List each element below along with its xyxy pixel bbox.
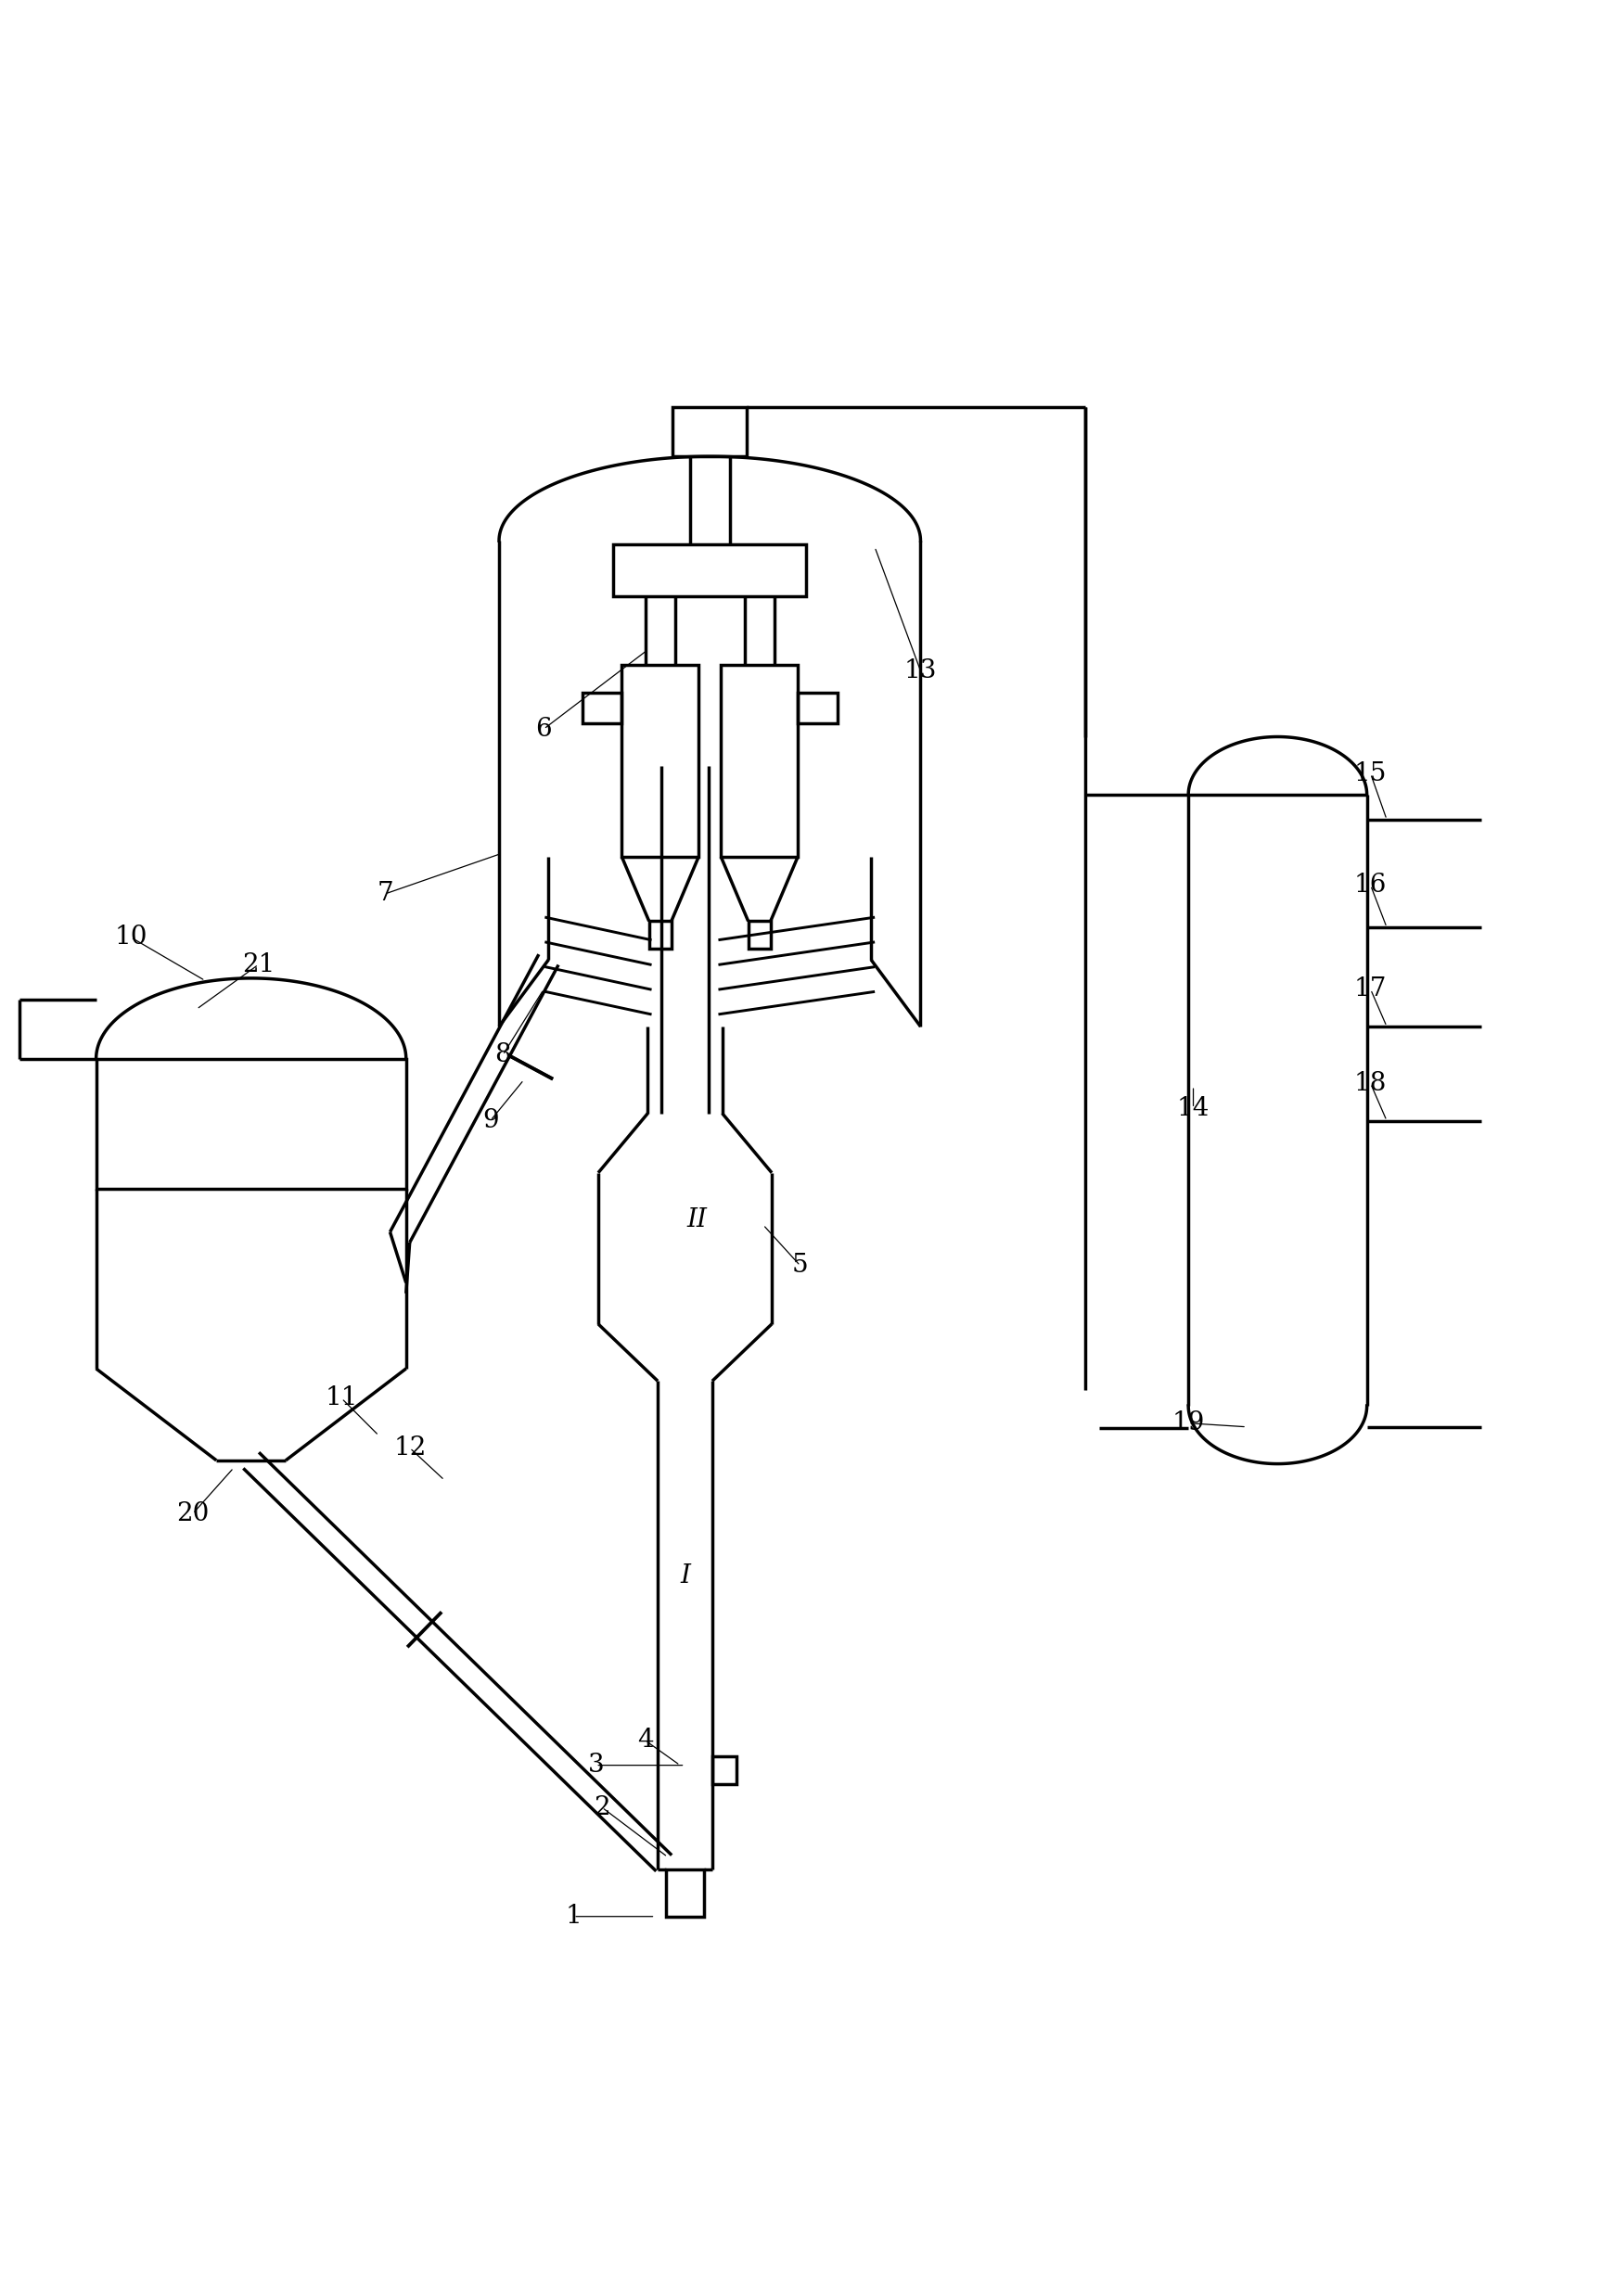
Text: 6: 6 (536, 716, 552, 742)
Text: 11: 11 (326, 1387, 358, 1410)
Text: 7: 7 (377, 882, 394, 907)
Text: 20: 20 (176, 1502, 210, 1527)
Text: II: II (687, 1208, 708, 1233)
Bar (97, 1058, 406, 1189)
Text: 9: 9 (482, 1109, 498, 1134)
Text: 19: 19 (1173, 1410, 1205, 1435)
Text: 14: 14 (1177, 1095, 1210, 1120)
Bar (748, 921, 771, 948)
Text: 18: 18 (1355, 1070, 1387, 1095)
Bar (673, 406, 747, 457)
Text: 4: 4 (637, 1729, 653, 1752)
Text: 16: 16 (1355, 872, 1387, 898)
Bar (798, 693, 837, 723)
Text: 15: 15 (1355, 762, 1387, 785)
Text: 8: 8 (495, 1042, 511, 1068)
Text: 1: 1 (565, 1903, 582, 1929)
Bar (648, 921, 671, 948)
Text: 2: 2 (594, 1795, 610, 1821)
Text: 17: 17 (1355, 976, 1387, 1001)
Text: 10: 10 (115, 925, 147, 951)
Text: I: I (681, 1564, 690, 1589)
Text: 12: 12 (394, 1435, 426, 1460)
Bar (621, 664, 698, 856)
Text: 13: 13 (905, 659, 937, 684)
Text: 3: 3 (587, 1752, 603, 1777)
Bar (613, 544, 806, 597)
Text: 21: 21 (242, 953, 274, 978)
Bar (721, 664, 798, 856)
Bar (666, 1869, 703, 1917)
Bar (713, 1756, 736, 1784)
Text: 5: 5 (792, 1254, 808, 1279)
Bar (582, 693, 621, 723)
